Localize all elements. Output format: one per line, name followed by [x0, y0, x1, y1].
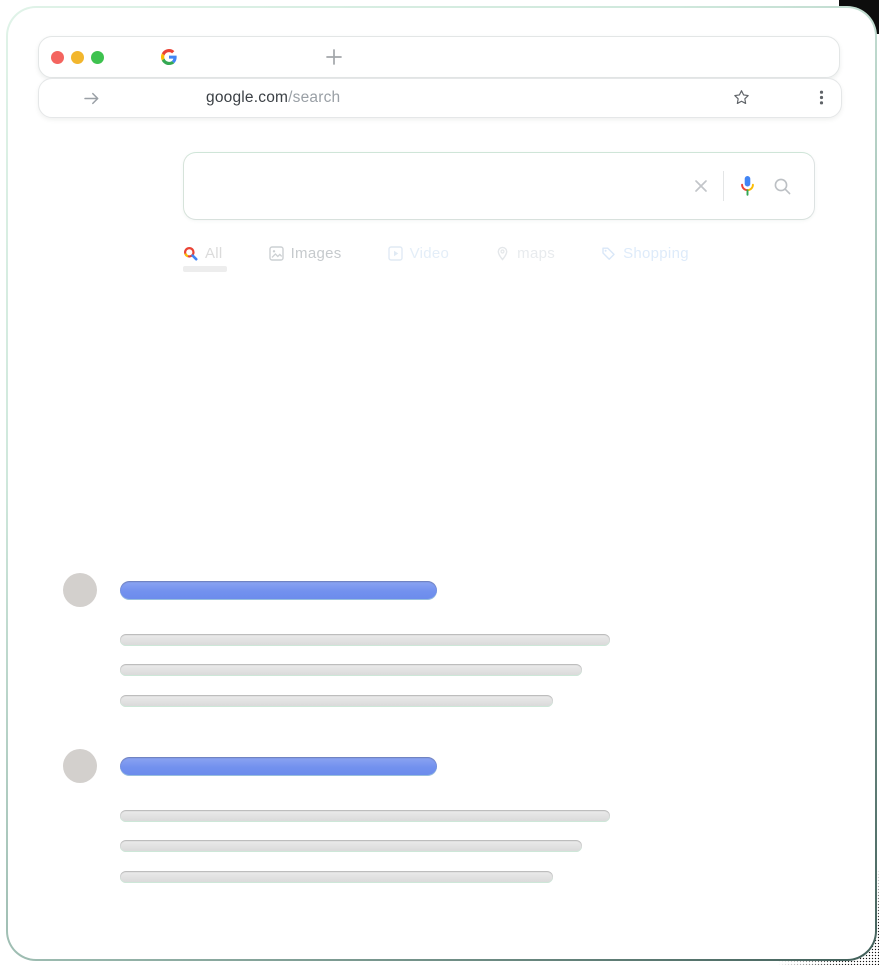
tab-maps[interactable]: maps [495, 245, 555, 262]
photo-icon [268, 245, 284, 261]
play-square-icon [387, 245, 403, 261]
close-window-button[interactable] [51, 50, 64, 64]
search-input[interactable] [183, 152, 815, 220]
bookmark-star-icon[interactable] [733, 89, 750, 106]
url-domain: google.com [206, 89, 289, 106]
search-tabs: All Images Video maps Shopping [183, 241, 689, 265]
address-bar[interactable]: google.com/search [38, 78, 842, 118]
price-tag-icon [601, 246, 616, 261]
tab-all[interactable]: All [183, 245, 223, 262]
result-line-placeholder [120, 810, 610, 822]
result-line-placeholder [120, 871, 553, 883]
tab-video[interactable]: Video [387, 244, 450, 262]
result-skeleton [63, 749, 623, 889]
map-pin-icon [495, 246, 510, 261]
result-avatar-placeholder [63, 749, 97, 783]
result-skeleton [63, 573, 623, 713]
forward-icon[interactable] [83, 90, 100, 107]
tab-strip [38, 36, 840, 78]
browser-menu-icon[interactable] [813, 89, 830, 106]
result-line-placeholder [120, 840, 582, 852]
tab-label: All [205, 244, 223, 262]
tab-label: Video [409, 244, 450, 262]
result-line-placeholder [120, 634, 610, 646]
tab-shopping[interactable]: Shopping [601, 245, 689, 262]
window-controls [51, 37, 104, 77]
active-tab-underline [183, 266, 227, 272]
zoom-window-button[interactable] [91, 50, 104, 64]
colored-magnifier-icon [183, 246, 198, 261]
search-divider [723, 171, 724, 201]
result-title-placeholder [120, 581, 437, 600]
tab-label: maps [517, 244, 556, 262]
tab-label: Shopping [623, 244, 689, 262]
new-tab-button[interactable] [325, 48, 343, 66]
search-box-icons [692, 171, 792, 201]
clear-search-icon[interactable] [692, 177, 710, 195]
search-submit-icon[interactable] [773, 177, 792, 196]
result-title-placeholder [120, 757, 437, 776]
result-line-placeholder [120, 695, 553, 707]
google-favicon-icon [161, 49, 177, 65]
result-avatar-placeholder [63, 573, 97, 607]
voice-search-icon[interactable] [737, 173, 758, 200]
tab-label: Images [290, 244, 342, 262]
result-line-placeholder [120, 664, 582, 676]
minimize-window-button[interactable] [71, 50, 84, 64]
tab-images[interactable]: Images [268, 244, 342, 262]
url-path: /search [288, 89, 341, 106]
url-text[interactable]: google.com/search [206, 79, 340, 117]
